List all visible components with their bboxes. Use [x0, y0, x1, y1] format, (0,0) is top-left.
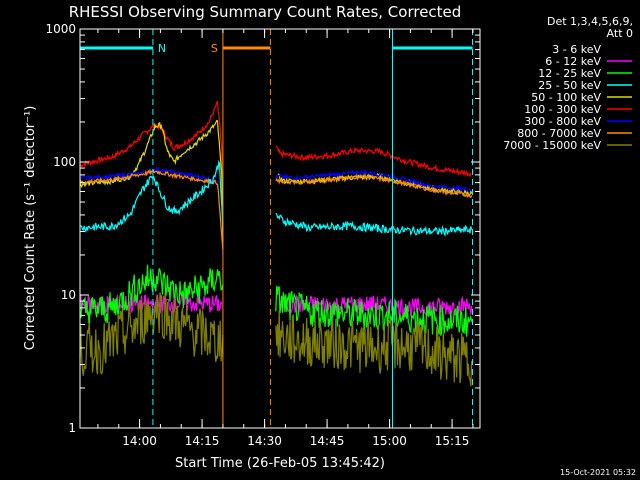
- series-line: [79, 168, 224, 250]
- flag-label: N: [158, 42, 166, 55]
- legend-header: Det 1,3,4,5,6,9,: [547, 15, 633, 28]
- timestamp-footer: 15-Oct-2021 05:32: [560, 468, 636, 477]
- series-line: [79, 100, 224, 232]
- series-line: [79, 159, 224, 233]
- data-traces: [79, 100, 473, 387]
- legend-entry-label: 3 - 6 keV: [552, 43, 601, 56]
- legend-entry-label: 100 - 300 keV: [524, 103, 601, 116]
- y-tick-label: 1: [68, 421, 76, 435]
- series-line: [79, 166, 224, 256]
- x-tick-label: 15:00: [372, 434, 407, 448]
- plot-frame: [79, 28, 481, 429]
- flag-label: S: [211, 42, 218, 55]
- legend-entry-label: 25 - 50 keV: [538, 79, 601, 92]
- series-line: [275, 145, 472, 178]
- series-line: [275, 168, 473, 193]
- series-line: [275, 172, 473, 199]
- y-tick-label: 1000: [45, 22, 76, 36]
- x-tick-label: 14:00: [122, 434, 157, 448]
- series-line: [275, 310, 473, 387]
- y-tick-label: 100: [53, 155, 76, 169]
- legend-entry-label: 300 - 800 keV: [524, 115, 601, 128]
- series-line: [79, 120, 224, 243]
- y-tick-label: 10: [61, 288, 76, 302]
- legend-entry-label: 800 - 7000 keV: [517, 127, 601, 140]
- legend-header: Att 0: [607, 27, 633, 40]
- y-axis: 1 10 100 1000: [45, 22, 480, 435]
- x-axis-label: Start Time (26-Feb-05 13:45:42): [175, 456, 385, 471]
- x-axis: 14:00 14:15 14:30 14:45 15:00 15:15: [97, 29, 474, 448]
- legend-entry-label: 50 - 100 keV: [531, 91, 601, 104]
- legend-entry-label: 7000 - 15000 keV: [503, 139, 601, 152]
- x-tick-label: 14:45: [310, 434, 345, 448]
- legend-entry-label: 6 - 12 keV: [545, 55, 601, 68]
- series-line: [275, 212, 473, 237]
- chart-title: RHESSI Observing Summary Count Rates, Co…: [69, 3, 462, 21]
- series-line: [79, 292, 224, 376]
- x-tick-label: 15:15: [435, 434, 470, 448]
- x-tick-label: 14:30: [247, 434, 282, 448]
- series-line: [79, 264, 224, 327]
- x-tick-label: 14:15: [185, 434, 220, 448]
- y-axis-label: Corrected Count Rate (s⁻¹ detector⁻¹): [23, 106, 38, 351]
- series-line: [275, 285, 473, 337]
- legend-entry-label: 12 - 25 keV: [538, 67, 601, 80]
